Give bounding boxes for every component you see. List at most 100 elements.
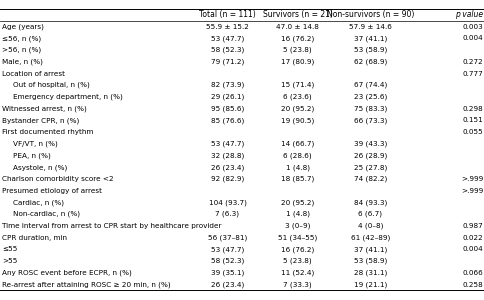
Text: 7 (33.3): 7 (33.3) [283,281,312,288]
Text: Witnessed arrest, n (%): Witnessed arrest, n (%) [2,105,87,112]
Text: 53 (47.7): 53 (47.7) [211,141,244,147]
Text: 26 (23.4): 26 (23.4) [211,281,244,288]
Text: >56, n (%): >56, n (%) [2,47,41,53]
Text: 67 (74.4): 67 (74.4) [354,82,387,88]
Text: 74 (82.2): 74 (82.2) [354,176,387,182]
Text: 39 (35.1): 39 (35.1) [211,270,244,276]
Text: 51 (34–55): 51 (34–55) [278,235,318,241]
Text: 0.151: 0.151 [462,117,483,123]
Text: Male, n (%): Male, n (%) [2,58,43,65]
Text: 0.022: 0.022 [462,235,483,241]
Text: 66 (73.3): 66 (73.3) [354,117,387,124]
Text: 1 (4.8): 1 (4.8) [286,164,310,171]
Text: 20 (95.2): 20 (95.2) [281,199,314,206]
Text: 25 (27.8): 25 (27.8) [354,164,387,171]
Text: >55: >55 [2,258,17,264]
Text: 85 (76.6): 85 (76.6) [211,117,244,124]
Text: Re-arrest after attaining ROSC ≥ 20 min, n (%): Re-arrest after attaining ROSC ≥ 20 min,… [2,281,170,288]
Text: 5 (23.8): 5 (23.8) [283,258,312,264]
Text: 0.055: 0.055 [462,129,483,135]
Text: 7 (6.3): 7 (6.3) [215,211,240,217]
Text: 58 (52.3): 58 (52.3) [211,258,244,264]
Text: 15 (71.4): 15 (71.4) [281,82,314,88]
Text: 5 (23.8): 5 (23.8) [283,47,312,53]
Text: 55.9 ± 15.2: 55.9 ± 15.2 [206,24,249,30]
Text: 0.258: 0.258 [462,282,483,288]
Text: Time interval from arrest to CPR start by healthcare provider: Time interval from arrest to CPR start b… [2,223,222,229]
Text: 32 (28.8): 32 (28.8) [211,152,244,159]
Text: 39 (43.3): 39 (43.3) [354,141,387,147]
Text: 62 (68.9): 62 (68.9) [354,58,387,65]
Text: >.999: >.999 [461,188,483,194]
Text: Bystander CPR, n (%): Bystander CPR, n (%) [2,117,79,124]
Text: 47.0 ± 14.8: 47.0 ± 14.8 [276,24,319,30]
Text: 6 (23.6): 6 (23.6) [283,94,312,100]
Text: 0.004: 0.004 [462,35,483,41]
Text: p value: p value [455,11,483,20]
Text: 6 (28.6): 6 (28.6) [283,152,312,159]
Text: Out of hospital, n (%): Out of hospital, n (%) [13,82,90,88]
Text: 28 (31.1): 28 (31.1) [354,270,387,276]
Text: 29 (26.1): 29 (26.1) [211,94,244,100]
Text: Non-survivors (n = 90): Non-survivors (n = 90) [327,11,414,20]
Text: Cardiac, n (%): Cardiac, n (%) [13,199,64,206]
Text: 92 (82.9): 92 (82.9) [211,176,244,182]
Text: 75 (83.3): 75 (83.3) [354,105,387,112]
Text: 53 (58.9): 53 (58.9) [354,47,387,53]
Text: Asystole, n (%): Asystole, n (%) [13,164,67,171]
Text: Total (n = 111): Total (n = 111) [199,11,256,20]
Text: 61 (42–89): 61 (42–89) [350,235,390,241]
Text: ≤56, n (%): ≤56, n (%) [2,35,41,42]
Text: Charlson comorbidity score <2: Charlson comorbidity score <2 [2,176,114,182]
Text: Non-cardiac, n (%): Non-cardiac, n (%) [13,211,80,217]
Text: 11 (52.4): 11 (52.4) [281,270,314,276]
Text: 0.272: 0.272 [462,59,483,65]
Text: 104 (93.7): 104 (93.7) [209,199,246,206]
Text: 19 (21.1): 19 (21.1) [354,281,387,288]
Text: >.999: >.999 [461,176,483,182]
Text: 19 (90.5): 19 (90.5) [281,117,314,124]
Text: 20 (95.2): 20 (95.2) [281,105,314,112]
Text: 4 (0–8): 4 (0–8) [358,223,383,229]
Text: 16 (76.2): 16 (76.2) [281,35,314,42]
Text: 14 (66.7): 14 (66.7) [281,141,314,147]
Text: First documented rhythm: First documented rhythm [2,129,93,135]
Text: 3 (0–9): 3 (0–9) [285,223,310,229]
Text: 1 (4.8): 1 (4.8) [286,211,310,217]
Text: Emergency department, n (%): Emergency department, n (%) [13,94,123,100]
Text: 37 (41.1): 37 (41.1) [354,35,387,42]
Text: 37 (41.1): 37 (41.1) [354,246,387,253]
Text: 17 (80.9): 17 (80.9) [281,58,314,65]
Text: 16 (76.2): 16 (76.2) [281,246,314,253]
Text: 26 (28.9): 26 (28.9) [354,152,387,159]
Text: 0.003: 0.003 [462,24,483,30]
Text: 56 (37–81): 56 (37–81) [208,235,247,241]
Text: Survivors (n = 21): Survivors (n = 21) [263,11,333,20]
Text: 53 (47.7): 53 (47.7) [211,35,244,42]
Text: 23 (25.6): 23 (25.6) [354,94,387,100]
Text: Any ROSC event before ECPR, n (%): Any ROSC event before ECPR, n (%) [2,270,132,276]
Text: ≤55: ≤55 [2,246,17,252]
Text: 0.066: 0.066 [462,270,483,276]
Text: 18 (85.7): 18 (85.7) [281,176,314,182]
Text: 84 (93.3): 84 (93.3) [354,199,387,206]
Text: Location of arrest: Location of arrest [2,70,65,76]
Text: 79 (71.2): 79 (71.2) [211,58,244,65]
Text: 6 (6.7): 6 (6.7) [358,211,382,217]
Text: 53 (58.9): 53 (58.9) [354,258,387,264]
Text: 57.9 ± 14.6: 57.9 ± 14.6 [349,24,392,30]
Text: 26 (23.4): 26 (23.4) [211,164,244,171]
Text: Age (years): Age (years) [2,23,44,30]
Text: 95 (85.6): 95 (85.6) [211,105,244,112]
Text: 58 (52.3): 58 (52.3) [211,47,244,53]
Text: Presumed etiology of arrest: Presumed etiology of arrest [2,188,102,194]
Text: 0.298: 0.298 [462,106,483,112]
Text: PEA, n (%): PEA, n (%) [13,152,51,159]
Text: 53 (47.7): 53 (47.7) [211,246,244,253]
Text: CPR duration, min: CPR duration, min [2,235,67,241]
Text: 0.987: 0.987 [462,223,483,229]
Text: 0.777: 0.777 [462,70,483,76]
Text: VF/VT, n (%): VF/VT, n (%) [13,141,58,147]
Text: 82 (73.9): 82 (73.9) [211,82,244,88]
Text: 0.004: 0.004 [462,246,483,252]
